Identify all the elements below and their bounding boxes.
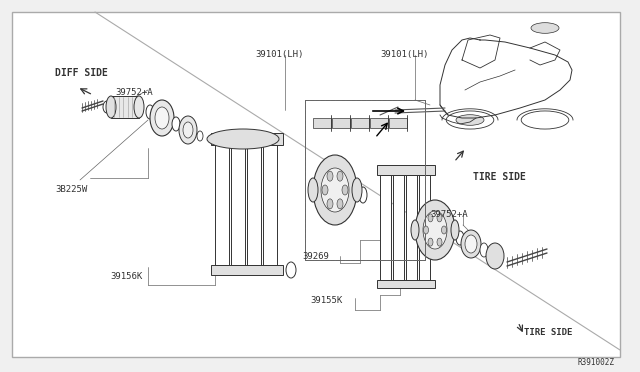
Bar [305,100,425,260]
Text: 39155K: 39155K [310,296,342,305]
Ellipse shape [428,214,433,222]
Text: 3B225W: 3B225W [55,185,87,194]
Ellipse shape [415,200,455,260]
Ellipse shape [308,178,318,202]
Ellipse shape [146,105,154,119]
Ellipse shape [103,101,111,113]
Text: DIFF SIDE: DIFF SIDE [55,68,108,78]
Ellipse shape [437,238,442,246]
Text: R391002Z: R391002Z [578,358,615,367]
Ellipse shape [321,168,349,212]
Text: TIRE SIDE: TIRE SIDE [524,328,572,337]
Ellipse shape [465,235,477,253]
Ellipse shape [150,100,174,136]
Ellipse shape [411,220,419,240]
Ellipse shape [480,243,488,257]
Bar [247,145,261,265]
Ellipse shape [172,117,180,131]
Bar [215,145,229,265]
Ellipse shape [179,116,197,144]
Ellipse shape [313,155,357,225]
Ellipse shape [155,107,169,129]
Bar [211,265,283,275]
Bar [332,118,350,128]
Ellipse shape [342,185,348,195]
Ellipse shape [183,122,193,138]
Bar [305,100,425,260]
Ellipse shape [337,171,343,181]
Bar [389,118,407,128]
Bar [231,145,245,265]
Ellipse shape [423,211,447,249]
Bar [393,175,404,280]
Text: TIRE SIDE: TIRE SIDE [473,172,526,182]
Ellipse shape [442,226,447,234]
Ellipse shape [337,199,343,209]
Ellipse shape [322,185,328,195]
Ellipse shape [327,199,333,209]
Bar [111,96,139,118]
Text: 39156K: 39156K [110,272,142,281]
Text: 39269: 39269 [302,252,329,261]
Ellipse shape [197,131,203,141]
Ellipse shape [327,171,333,181]
Ellipse shape [428,238,433,246]
Text: 39752+A: 39752+A [430,210,468,219]
Ellipse shape [451,220,459,240]
Ellipse shape [461,230,481,258]
Bar [313,118,331,128]
Ellipse shape [359,187,367,203]
Bar [419,175,430,280]
Bar [263,145,277,265]
Ellipse shape [531,23,559,33]
Ellipse shape [134,96,144,118]
Bar [351,118,369,128]
Bar [211,133,283,145]
Text: 39101(LH): 39101(LH) [255,50,303,59]
Ellipse shape [486,243,504,269]
Bar [406,175,417,280]
Ellipse shape [521,111,569,129]
Bar [377,165,435,175]
Bar [377,280,435,288]
Ellipse shape [207,129,279,149]
Bar [370,118,388,128]
Ellipse shape [446,111,494,129]
Ellipse shape [437,214,442,222]
Ellipse shape [456,115,484,125]
Ellipse shape [106,96,116,118]
Ellipse shape [456,231,464,245]
Text: 39752+A: 39752+A [115,88,152,97]
Bar [380,175,391,280]
Ellipse shape [424,226,429,234]
Ellipse shape [286,262,296,278]
Ellipse shape [352,178,362,202]
Text: 39101(LH): 39101(LH) [380,50,428,59]
